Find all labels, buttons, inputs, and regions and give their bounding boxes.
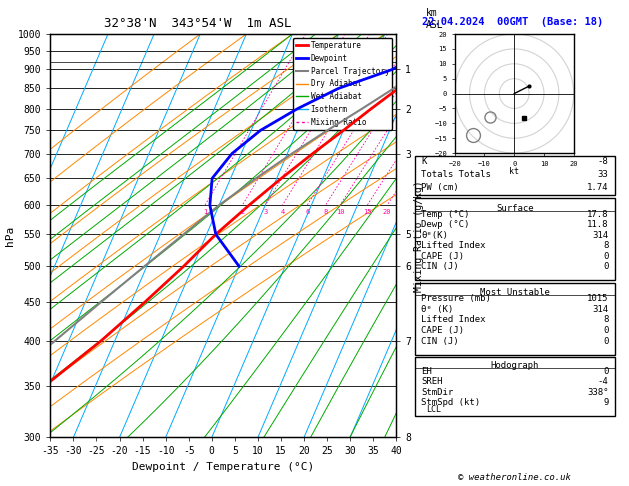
Text: 2: 2 [240,209,245,215]
Text: 1015: 1015 [587,294,608,303]
Text: Totals Totals: Totals Totals [421,170,491,179]
Text: -8: -8 [598,157,608,166]
Text: 15: 15 [363,209,372,215]
Text: km
ASL: km ASL [426,8,443,30]
Text: 8: 8 [603,315,608,325]
Text: Dewp (°C): Dewp (°C) [421,220,469,229]
Text: 1.74: 1.74 [587,183,608,192]
Text: 0: 0 [603,252,608,260]
Text: 20: 20 [383,209,391,215]
Text: 4: 4 [281,209,284,215]
X-axis label: Dewpoint / Temperature (°C): Dewpoint / Temperature (°C) [132,462,314,472]
Text: 314: 314 [593,305,608,314]
Text: Hodograph: Hodograph [491,361,539,370]
Text: CAPE (J): CAPE (J) [421,252,464,260]
Text: 11.8: 11.8 [587,220,608,229]
Text: Surface: Surface [496,204,533,212]
Text: 0: 0 [603,326,608,335]
Text: θᵉ(K): θᵉ(K) [421,231,448,240]
Text: StmDir: StmDir [421,388,454,397]
Text: 8: 8 [323,209,328,215]
Text: SREH: SREH [421,378,443,386]
Text: 22.04.2024  00GMT  (Base: 18): 22.04.2024 00GMT (Base: 18) [422,17,603,27]
Text: 6: 6 [305,209,309,215]
Text: 338°: 338° [587,388,608,397]
Text: 32°38'N  343°54'W  1m ASL: 32°38'N 343°54'W 1m ASL [104,17,292,30]
Legend: Temperature, Dewpoint, Parcel Trajectory, Dry Adiabat, Wet Adiabat, Isotherm, Mi: Temperature, Dewpoint, Parcel Trajectory… [293,38,392,130]
X-axis label: kt: kt [509,167,519,176]
Text: EH: EH [421,367,432,376]
Text: CAPE (J): CAPE (J) [421,326,464,335]
Y-axis label: hPa: hPa [5,226,15,246]
Text: StmSpd (kt): StmSpd (kt) [421,398,481,407]
Text: 17.8: 17.8 [587,210,608,219]
Text: Most Unstable: Most Unstable [480,288,550,297]
Text: 0: 0 [603,262,608,271]
Text: 9: 9 [603,398,608,407]
Text: 314: 314 [593,231,608,240]
Text: Lifted Index: Lifted Index [421,241,486,250]
Text: 8: 8 [603,241,608,250]
Text: CIN (J): CIN (J) [421,262,459,271]
Y-axis label: Mixing Ratio (g/kg): Mixing Ratio (g/kg) [414,180,424,292]
Text: Pressure (mb): Pressure (mb) [421,294,491,303]
Text: 10: 10 [336,209,344,215]
Text: 3: 3 [264,209,267,215]
Text: Temp (°C): Temp (°C) [421,210,469,219]
Text: θᵉ (K): θᵉ (K) [421,305,454,314]
Text: © weatheronline.co.uk: © weatheronline.co.uk [458,473,571,482]
Text: PW (cm): PW (cm) [421,183,459,192]
Text: LCL: LCL [426,405,441,414]
Text: K: K [421,157,426,166]
Text: 0: 0 [603,337,608,346]
Text: -4: -4 [598,378,608,386]
Text: 33: 33 [598,170,608,179]
Text: Lifted Index: Lifted Index [421,315,486,325]
Text: 1: 1 [203,209,207,215]
Text: CIN (J): CIN (J) [421,337,459,346]
Text: 0: 0 [603,367,608,376]
